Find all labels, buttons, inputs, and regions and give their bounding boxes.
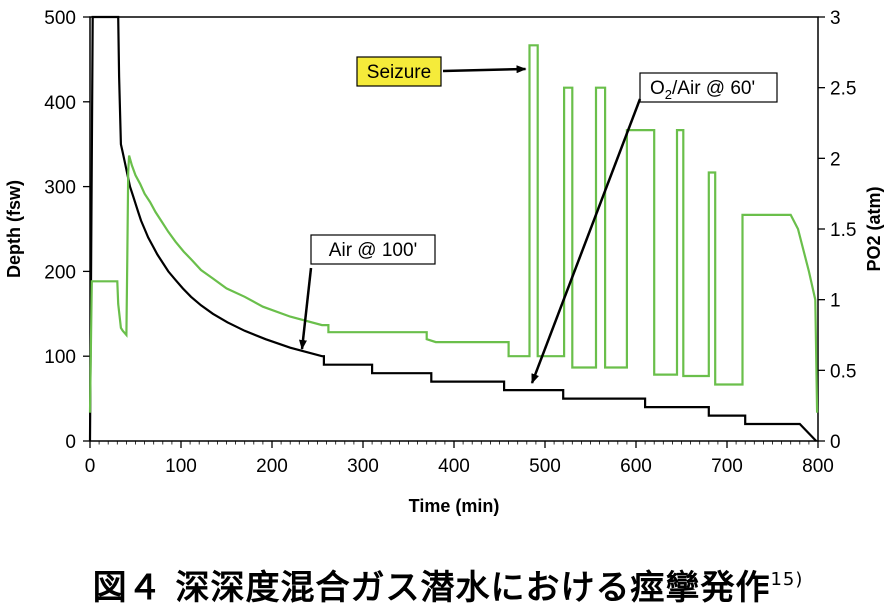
o2-air-label-box [639, 72, 778, 103]
y-left-tick-label-200: 200 [44, 262, 76, 283]
x-tick-label-500: 500 [529, 456, 561, 477]
y-left-tick-label-0: 0 [65, 432, 76, 453]
air-100-label: Air @ 100' [329, 240, 417, 261]
o2-air-arrow [530, 98, 642, 384]
air-100-label-box [310, 234, 436, 265]
dual-axis-line-chart: 0 100 200 300 400 500 600 700 800 0 100 200 300 400 50… [4, 8, 884, 516]
annotations: Seizure O2/Air @ 60' Air @ 100' [299, 56, 778, 384]
axes: 0 100 200 300 400 500 600 700 800 0 100 200 300 400 50… [44, 8, 856, 477]
seizure-arrow [442, 65, 527, 74]
x-tick-label-800: 800 [802, 456, 834, 477]
y-left-tick-label-300: 300 [44, 178, 76, 199]
po2-series-line [88, 44, 819, 413]
series-layer [88, 15, 819, 442]
x-axis-title: Time (min) [409, 496, 500, 516]
x-tick-label-200: 200 [256, 456, 288, 477]
x-tick-label-0: 0 [85, 456, 96, 477]
figure-caption: 図４ 深深度混合ガス潜水における痙攣発作15) [0, 560, 896, 609]
y-left-axis-title: Depth (fsw) [4, 180, 24, 278]
y-right-tick-label-2: 2 [830, 149, 841, 170]
x-tick-label-300: 300 [347, 456, 379, 477]
seizure-label: Seizure [367, 62, 431, 83]
x-tick-label-400: 400 [438, 456, 470, 477]
y-left-tick-label-500: 500 [44, 8, 76, 29]
seizure-label-box [356, 56, 442, 87]
y-left-tick-label-400: 400 [44, 93, 76, 114]
y-right-tick-label-3: 3 [830, 8, 841, 29]
x-tick-label-100: 100 [165, 456, 197, 477]
caption-text: 図４ 深深度混合ガス潜水における痙攣発作 [92, 568, 771, 608]
x-tick-label-700: 700 [711, 456, 743, 477]
y-right-tick-label-1.5: 1.5 [830, 220, 856, 241]
air-100-arrow [299, 267, 313, 350]
y-right-axis-title: PO2 (atm) [864, 186, 884, 271]
y-left-tick-label-100: 100 [44, 347, 76, 368]
y-right-tick-label-0.5: 0.5 [830, 361, 856, 382]
y-right-tick-label-1: 1 [830, 291, 841, 312]
y-right-tick-label-0: 0 [830, 432, 841, 453]
y-right-tick-label-2.5: 2.5 [830, 79, 856, 100]
caption-reference: 15) [770, 569, 804, 590]
x-tick-label-600: 600 [620, 456, 652, 477]
o2-air-label: O2/Air @ 60' [650, 78, 755, 102]
